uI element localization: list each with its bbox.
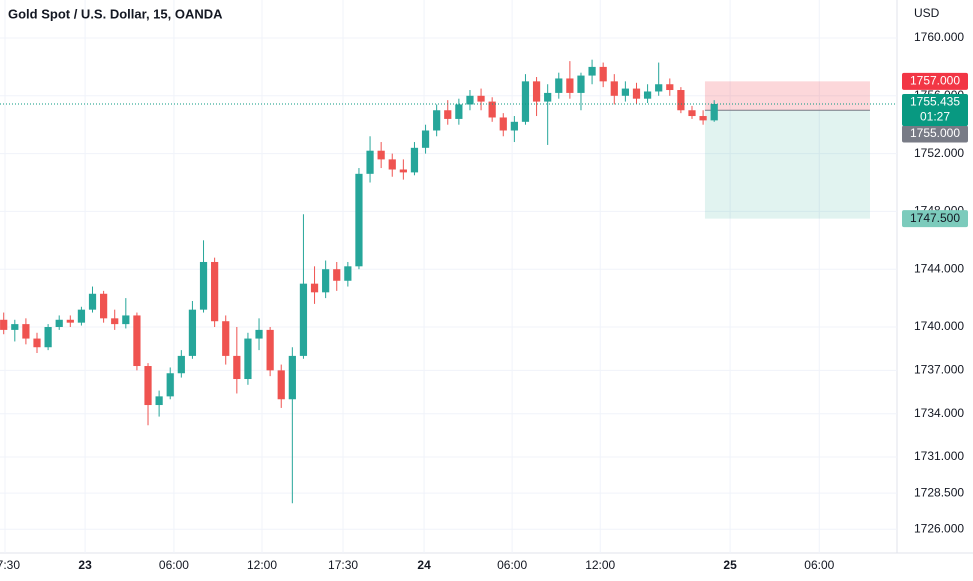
target-zone xyxy=(704,110,870,219)
candle-body xyxy=(643,91,652,99)
candle-body xyxy=(177,355,185,374)
candle-body xyxy=(532,81,541,102)
candle-body xyxy=(188,309,197,356)
x-tick-label: 17:30 xyxy=(0,558,20,572)
y-tick-label: 1760.000 xyxy=(914,30,964,44)
candle-body xyxy=(277,370,285,400)
y-tick-label: 1726.000 xyxy=(914,521,964,535)
candle-body xyxy=(466,95,474,105)
entry-badge xyxy=(902,125,968,143)
candle-body xyxy=(699,116,707,121)
candle-body xyxy=(244,338,252,380)
candle-body xyxy=(677,90,685,111)
candle-body xyxy=(610,81,618,96)
candle-body xyxy=(599,66,607,82)
candle-body xyxy=(632,88,641,99)
x-tick-label: 24 xyxy=(417,558,431,572)
candle-body xyxy=(55,319,63,328)
candle-body xyxy=(377,150,385,160)
candle-body xyxy=(144,366,152,406)
last-price-badge xyxy=(902,93,968,126)
candle-body xyxy=(77,309,86,323)
candle-body xyxy=(399,169,407,173)
candle-body xyxy=(88,293,97,310)
last-price-badge-text: 01:27 xyxy=(920,110,950,124)
candle-body xyxy=(266,329,274,371)
candle-body xyxy=(455,104,463,119)
x-tick-label: 06:00 xyxy=(497,558,527,572)
axis-unit: USD xyxy=(914,6,940,20)
x-tick-label: 06:00 xyxy=(159,558,189,572)
candle-body xyxy=(255,329,263,339)
target-badge-text: 1747.500 xyxy=(910,211,960,225)
candle-body xyxy=(344,266,352,281)
x-tick-label: 12:00 xyxy=(585,558,615,572)
candle-body xyxy=(510,121,518,131)
candle-body xyxy=(655,84,663,92)
candle-body xyxy=(621,88,629,96)
candle-body xyxy=(166,373,174,397)
stop-badge-text: 1757.000 xyxy=(910,74,960,88)
y-tick-label: 1731.000 xyxy=(914,449,964,463)
y-tick-label: 1744.000 xyxy=(914,261,964,275)
candle-body xyxy=(421,130,430,148)
candle-body xyxy=(577,75,585,93)
candle-body xyxy=(555,78,563,93)
candle-body xyxy=(122,315,130,325)
candle-body xyxy=(288,355,296,400)
candle-body xyxy=(310,283,319,293)
x-tick-label: 23 xyxy=(78,558,92,572)
candle-body xyxy=(233,355,241,380)
target-badge xyxy=(902,210,968,228)
candle-body xyxy=(410,147,419,173)
candle-body xyxy=(155,396,163,406)
candle-body xyxy=(222,321,230,356)
candle-body xyxy=(366,150,374,174)
candle-body xyxy=(688,110,696,117)
x-tick-label: 25 xyxy=(723,558,737,572)
candle-body xyxy=(322,269,330,293)
candle-body xyxy=(44,327,52,348)
candle-body xyxy=(488,101,496,118)
candle-body xyxy=(299,283,308,356)
candle-body xyxy=(710,103,718,121)
x-tick-label: 06:00 xyxy=(804,558,834,572)
candle-body xyxy=(588,66,596,76)
candle-body xyxy=(499,117,507,131)
candle-body xyxy=(133,315,141,367)
entry-badge-text: 1755.000 xyxy=(910,126,960,140)
candle-body xyxy=(521,81,530,122)
candle-body xyxy=(544,92,552,102)
stop-badge xyxy=(902,72,968,90)
candle-body xyxy=(211,261,219,322)
y-tick-label: 1737.000 xyxy=(914,363,964,377)
x-tick-label: 12:00 xyxy=(247,558,277,572)
candle-body xyxy=(111,318,119,325)
candle-body xyxy=(66,319,74,323)
y-tick-label: 1728.500 xyxy=(914,485,964,499)
candle-body xyxy=(11,324,19,330)
candle-body xyxy=(0,319,8,330)
candle-body xyxy=(444,110,452,119)
x-tick-label: 17:30 xyxy=(328,558,358,572)
candle-body xyxy=(566,78,574,93)
y-tick-label: 1740.000 xyxy=(914,319,964,333)
candle-body xyxy=(22,324,30,339)
candle-body xyxy=(355,173,363,267)
candle-body xyxy=(199,261,208,310)
candle-body xyxy=(433,110,441,131)
candle-body xyxy=(666,84,674,91)
y-tick-label: 1752.000 xyxy=(914,146,964,160)
candle-body xyxy=(333,269,341,281)
last-price-badge-text: 1755.435 xyxy=(910,95,960,109)
candle-body xyxy=(33,338,41,348)
y-tick-label: 1734.000 xyxy=(914,406,964,420)
stop-zone xyxy=(704,81,870,111)
candle-body xyxy=(100,293,108,319)
chart-title: Gold Spot / U.S. Dollar, 15, OANDA xyxy=(8,6,223,21)
candle-body xyxy=(388,159,396,170)
candle-body xyxy=(477,95,485,102)
